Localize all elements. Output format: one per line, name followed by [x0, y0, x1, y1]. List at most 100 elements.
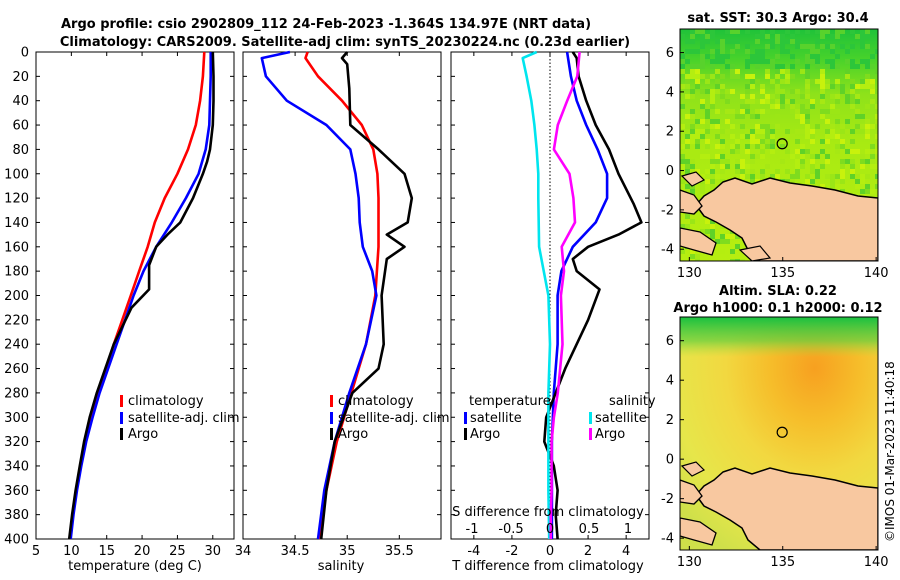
sst-pixel — [855, 124, 860, 129]
sst-pixel — [795, 149, 800, 154]
sst-pixel — [760, 129, 765, 134]
sst-pixel — [810, 99, 815, 104]
map-y-tick-label: 0 — [666, 453, 674, 468]
sst-pixel — [845, 159, 850, 164]
legend-climatology: climatology — [128, 394, 204, 409]
map-y-tick-label: -2 — [661, 492, 674, 507]
sst-pixel — [775, 39, 780, 44]
sst-map-title: sat. SST: 30.3 Argo: 30.4 — [687, 11, 868, 26]
difference-panel: -4 -2 0 2 4 S difference from climatology -1… — [450, 50, 656, 574]
x-tick-label: 25 — [169, 544, 186, 559]
sst-pixel — [860, 114, 865, 119]
sst-map: sat. SST: 30.3 Argo: 30.4 130 135 140 -4 -2 0… — [661, 11, 889, 281]
sst-pixel — [790, 89, 795, 94]
sst-pixel — [805, 134, 810, 139]
sst-pixel — [830, 179, 835, 184]
sst-pixel — [785, 169, 790, 174]
sst-pixel — [805, 89, 810, 94]
sst-pixel — [765, 264, 770, 269]
sst-pixel — [700, 179, 705, 184]
sst-pixel — [705, 169, 710, 174]
legend-t-argo: Argo — [470, 427, 500, 442]
sst-pixel — [850, 174, 855, 179]
sst-pixel — [855, 119, 860, 124]
sst-pixel — [860, 174, 865, 179]
map-y-tick-label: 4 — [666, 85, 674, 100]
sst-pixel — [710, 99, 715, 104]
sst-pixel — [860, 29, 865, 34]
series-salinity-satellite — [521, 50, 552, 540]
sst-pixel — [845, 94, 850, 99]
title-line-2: Climatology: CARS2009. Satellite-adj cli… — [60, 35, 630, 50]
sst-pixel — [725, 234, 730, 239]
sst-pixel — [865, 129, 870, 134]
sst-pixel — [680, 249, 685, 254]
sst-pixel — [875, 69, 878, 74]
map-x-tick-label: 135 — [770, 266, 795, 281]
sst-pixel — [760, 49, 765, 54]
sst-pixel — [870, 124, 875, 129]
sst-pixel — [725, 239, 730, 244]
sst-pixel — [830, 129, 835, 134]
sst-pixel — [690, 129, 695, 134]
sst-pixel — [805, 84, 810, 89]
title-line-1: Argo profile: csio 2902809_112 24-Feb-20… — [61, 17, 591, 32]
sst-pixel — [685, 134, 690, 139]
depth-tick-label: 100 — [4, 167, 29, 182]
sst-pixel — [775, 54, 780, 59]
sst-pixel — [790, 74, 795, 79]
sst-pixel — [685, 169, 690, 174]
sst-pixel — [840, 89, 845, 94]
sst-pixel — [850, 59, 855, 64]
sst-pixel — [795, 164, 800, 169]
sst-pixel — [835, 149, 840, 154]
sst-pixel — [750, 114, 755, 119]
sst-pixel — [825, 139, 830, 144]
sst-pixel — [700, 59, 705, 64]
sst-pixel — [810, 139, 815, 144]
sst-pixel — [835, 264, 840, 269]
sst-pixel — [785, 129, 790, 134]
sst-pixel — [825, 154, 830, 159]
sst-pixel — [860, 79, 865, 84]
sst-pixel — [805, 44, 810, 49]
sst-pixel — [860, 164, 865, 169]
sst-pixel — [725, 29, 730, 34]
sst-pixel — [825, 119, 830, 124]
sst-pixel — [835, 109, 840, 114]
sla-map: Altim. SLA: 0.22 Argo h1000: 0.1 h2000: … — [661, 284, 889, 570]
sst-pixel — [690, 109, 695, 114]
sst-pixel — [690, 249, 695, 254]
sst-pixel — [860, 179, 865, 184]
sst-pixel — [745, 74, 750, 79]
sst-pixel — [685, 59, 690, 64]
sst-pixel — [835, 29, 840, 34]
series-argo — [67, 51, 215, 540]
sst-pixel — [765, 59, 770, 64]
sst-pixel — [740, 124, 745, 129]
sst-pixel — [820, 119, 825, 124]
sst-pixel — [695, 49, 700, 54]
sst-pixel — [775, 74, 780, 79]
sst-pixel — [780, 89, 785, 94]
sst-pixel — [720, 159, 725, 164]
sst-pixel — [680, 59, 685, 64]
sst-pixel — [695, 169, 700, 174]
sst-pixel — [800, 119, 805, 124]
sla-map-title-1: Altim. SLA: 0.22 — [719, 284, 837, 299]
sst-pixel — [700, 229, 705, 234]
sst-pixel — [690, 254, 695, 259]
sst-pixel — [795, 29, 800, 34]
sst-pixel — [845, 49, 850, 54]
sst-pixel — [795, 39, 800, 44]
sst-pixel — [805, 79, 810, 84]
sst-pixel — [800, 94, 805, 99]
sst-pixel — [680, 84, 685, 89]
sst-pixel — [690, 69, 695, 74]
sst-pixel — [790, 64, 795, 69]
sst-pixel — [870, 164, 875, 169]
sst-pixel — [700, 74, 705, 79]
sst-pixel — [780, 69, 785, 74]
s-tick-label: 0 — [546, 522, 554, 537]
sst-pixel — [770, 144, 775, 149]
